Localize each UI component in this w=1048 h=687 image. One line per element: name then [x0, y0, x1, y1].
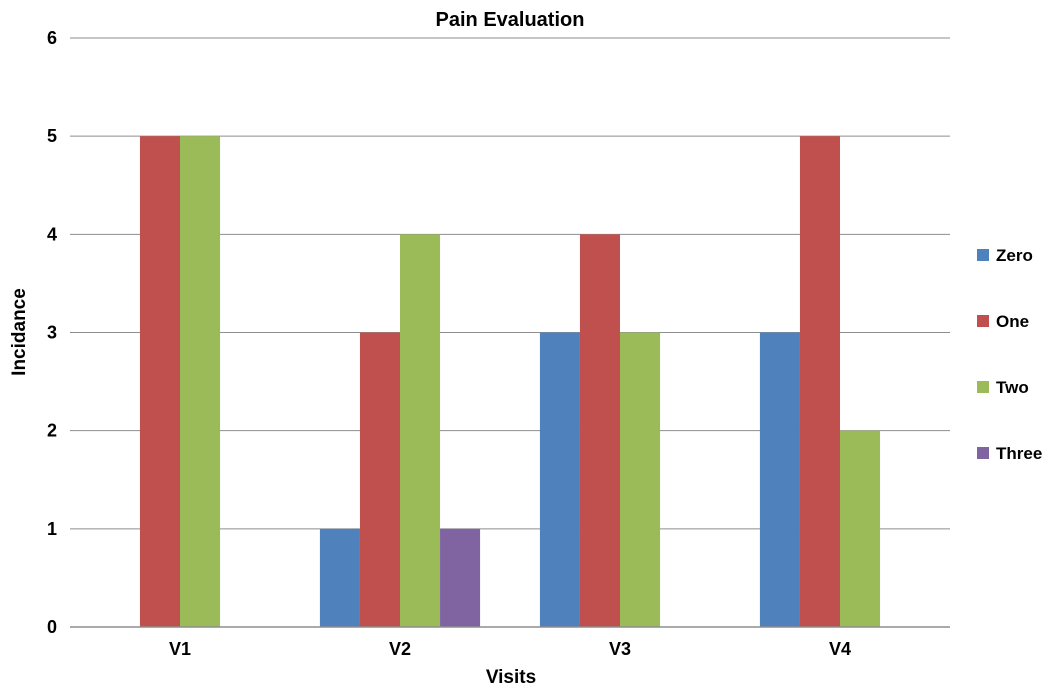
x-tick-label: V2	[389, 639, 411, 659]
bar-one-v4	[799, 136, 840, 627]
x-tick-label: V4	[829, 639, 851, 659]
bar-zero-v2	[319, 528, 360, 627]
bar-one-v3	[579, 234, 620, 628]
bar-two-v3	[620, 332, 661, 627]
y-tick-label: 6	[47, 28, 57, 48]
x-tick-label: V1	[169, 639, 191, 659]
bar-three-v2	[440, 528, 481, 627]
bar-zero-v3	[539, 332, 580, 627]
bar-zero-v4	[759, 332, 800, 627]
y-tick-labels: 0 1 2 3 4 5 6	[47, 28, 57, 637]
chart-title: Pain Evaluation	[436, 9, 585, 31]
x-tick-labels: V1 V2 V3 V4	[169, 639, 851, 659]
bars	[139, 136, 881, 628]
legend-label: Three	[996, 444, 1042, 463]
y-tick-label: 5	[47, 126, 57, 146]
bar-one-v1	[139, 136, 180, 627]
y-axis-label: Incidance	[9, 288, 30, 376]
y-tick-label: 4	[47, 224, 57, 244]
bar-one-v2	[359, 332, 400, 627]
bar-two-v1	[180, 136, 221, 627]
legend-swatch	[977, 447, 989, 459]
legend: Zero One Two Three	[977, 246, 1042, 463]
y-tick-label: 1	[47, 519, 57, 539]
legend-label: Zero	[996, 246, 1033, 265]
legend-swatch	[977, 381, 989, 393]
legend-label: Two	[996, 378, 1029, 397]
bar-two-v2	[400, 234, 441, 628]
y-tick-label: 2	[47, 421, 57, 441]
legend-swatch	[977, 249, 989, 261]
y-tick-label: 3	[47, 323, 57, 343]
legend-label: One	[996, 312, 1029, 331]
legend-swatch	[977, 315, 989, 327]
bar-two-v4	[840, 430, 881, 627]
x-tick-label: V3	[609, 639, 631, 659]
x-axis-label: Visits	[486, 667, 536, 687]
y-tick-label: 0	[47, 617, 57, 637]
